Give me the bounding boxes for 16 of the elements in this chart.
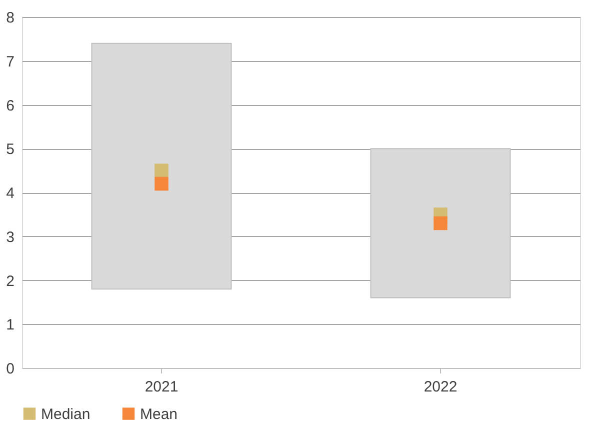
y-tick-label: 1 <box>6 316 14 334</box>
y-tick-label: 0 <box>6 360 14 378</box>
y-tick-label: 7 <box>6 53 14 70</box>
y-tick-label: 5 <box>6 141 14 158</box>
point <box>154 176 168 191</box>
y-tick-label: 3 <box>6 228 14 246</box>
y-tick-label: 2 <box>6 272 14 290</box>
point <box>154 164 168 178</box>
legend-label: Median <box>41 406 90 423</box>
x-tick-label: 2021 <box>144 378 178 396</box>
legend-label: Mean <box>140 406 178 423</box>
point <box>434 216 448 230</box>
y-tick-label: 8 <box>6 10 14 26</box>
y-tick-label: 4 <box>6 185 14 202</box>
x-tick-label: 2022 <box>424 378 458 396</box>
y-tick-label: 6 <box>6 97 14 114</box>
